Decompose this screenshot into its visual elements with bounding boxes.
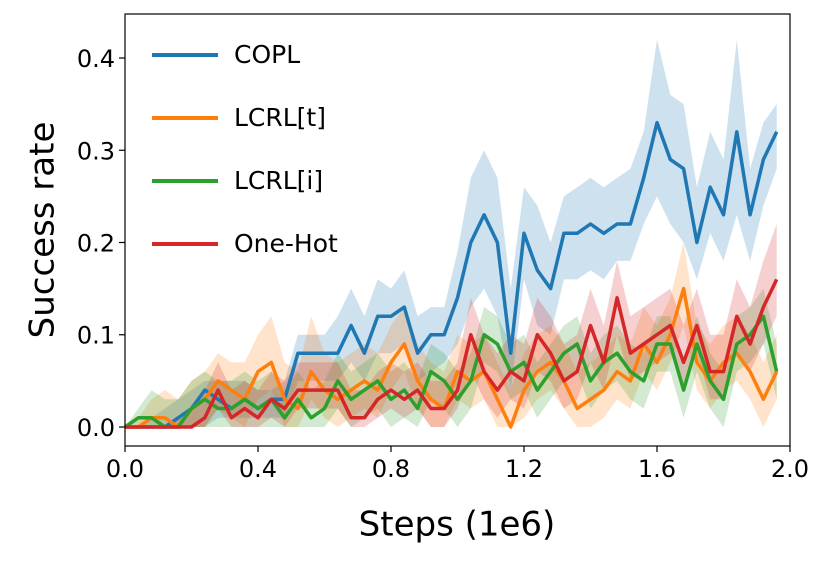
y-axis-label: Success rate: [23, 122, 63, 339]
y-tick-label: 0.4: [77, 45, 115, 73]
x-tick-label: 1.6: [638, 455, 676, 483]
line: [124, 314, 779, 429]
x-tick-label: 2.0: [771, 455, 809, 483]
y-tick-label: 0.1: [77, 322, 115, 350]
y-tick-label: 0.3: [77, 137, 115, 165]
line: [125, 278, 779, 429]
legend-label: COPL: [234, 40, 300, 69]
band: [125, 242, 777, 427]
x-tick-label: 0.0: [106, 455, 144, 483]
band: [125, 39, 777, 427]
y-tick-label: 0.2: [77, 229, 115, 257]
plot-area: [124, 39, 779, 429]
legend-label: LCRL[i]: [234, 166, 323, 195]
x-tick-label: 0.4: [239, 455, 277, 483]
x-axis-label: Steps (1e6): [359, 505, 556, 545]
axes-frame: [124, 13, 791, 447]
x-tick-label: 1.2: [505, 455, 543, 483]
x-tick-label: 0.8: [372, 455, 410, 483]
legend-label: One-Hot: [234, 229, 338, 258]
legend-label: LCRL[t]: [234, 103, 326, 132]
y-tick-label: 0.0: [77, 414, 115, 442]
